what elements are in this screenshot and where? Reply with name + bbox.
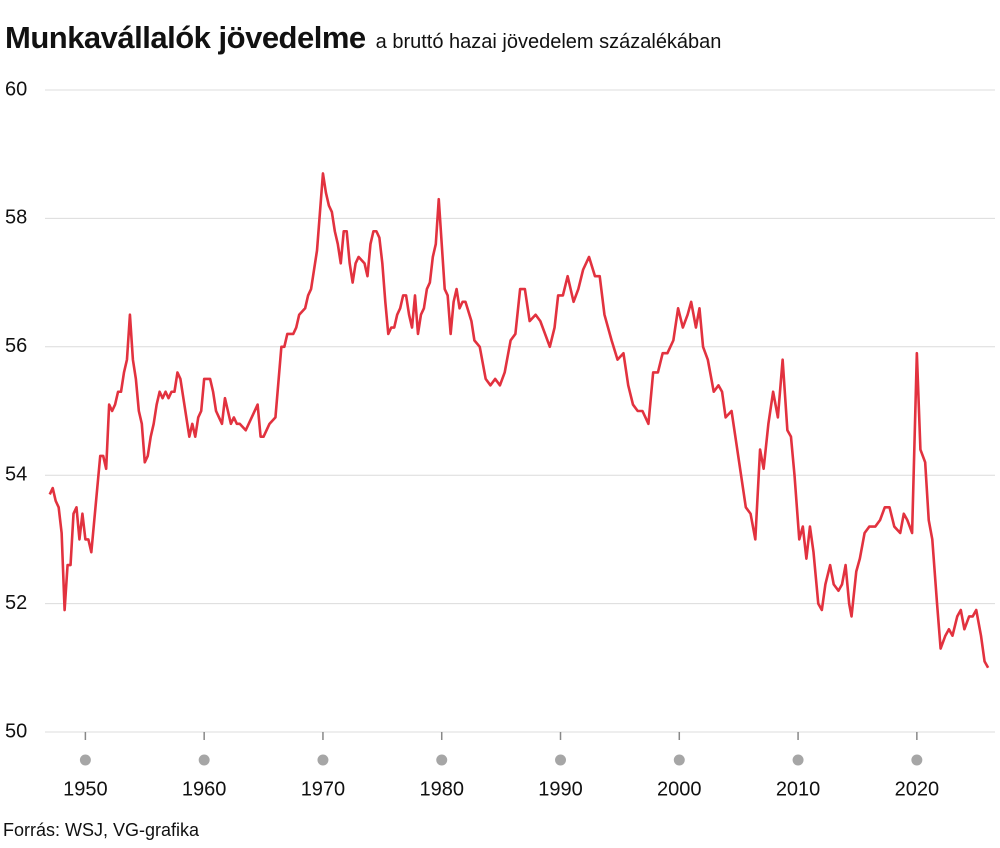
x-tick-dot [198, 754, 210, 766]
data-line [48, 172, 990, 669]
x-tick-label: 1970 [301, 778, 346, 800]
x-tick-label: 1950 [63, 778, 108, 800]
x-tick-dot [555, 754, 567, 766]
x-tick-dot [911, 754, 923, 766]
x-tick-dot [79, 754, 91, 766]
x-tick-label: 2020 [895, 778, 940, 800]
y-tick-label: 54 [5, 463, 27, 485]
x-tick-label: 1960 [182, 778, 227, 800]
x-tick-label: 2010 [776, 778, 821, 800]
x-tick-label: 1980 [419, 778, 464, 800]
y-tick-label: 60 [5, 78, 27, 100]
y-tick-label: 56 [5, 335, 27, 357]
x-tick-dot [792, 754, 804, 766]
x-tick-dot [317, 754, 329, 766]
source: Forrás: WSJ, VG-grafika [3, 820, 200, 840]
chart-subtitle: a bruttó hazai jövedelem százalékában [376, 31, 722, 53]
y-tick-label: 52 [5, 592, 27, 614]
x-tick-dot [436, 754, 448, 766]
y-tick-label: 50 [5, 720, 27, 742]
x-tick-dot [673, 754, 685, 766]
chart-title: Munkavállalók jövedelme [5, 20, 366, 55]
y-tick-label: 58 [5, 207, 27, 229]
x-tick-label: 1990 [538, 778, 583, 800]
x-tick-label: 2000 [657, 778, 702, 800]
